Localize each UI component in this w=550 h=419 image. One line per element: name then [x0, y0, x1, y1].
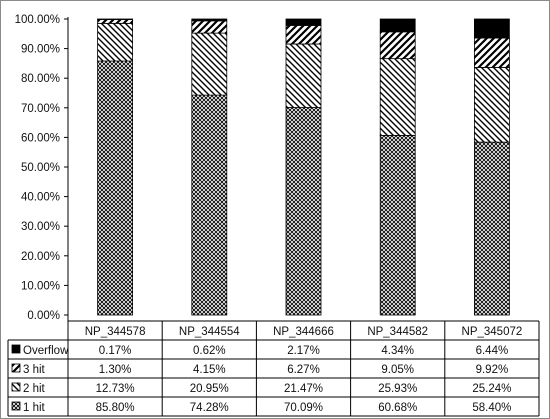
- bar-segment: [285, 18, 322, 26]
- data-label: 2.17%: [287, 345, 320, 357]
- legend-label: 2 hit: [23, 383, 46, 395]
- bar-segment: [191, 18, 228, 22]
- y-tick-label: 40.00%: [21, 192, 60, 204]
- y-tick-label: 10.00%: [21, 280, 60, 292]
- y-tick-label: 50.00%: [21, 162, 60, 174]
- legend-key: [11, 382, 21, 392]
- bar-segment: [191, 20, 228, 34]
- bar-segment: [285, 43, 322, 108]
- bar-segment: [379, 18, 416, 33]
- data-label: 6.44%: [476, 345, 509, 357]
- data-label: 0.62%: [193, 345, 226, 357]
- data-label: 4.34%: [381, 345, 414, 357]
- x-category-label: NP_344582: [367, 326, 428, 338]
- bar-segment: [379, 31, 416, 60]
- data-label: 4.15%: [193, 364, 226, 376]
- data-label: 58.40%: [472, 402, 511, 414]
- legend-key: [11, 344, 21, 354]
- bar-segment: [473, 67, 510, 143]
- bar-segment: [473, 37, 510, 68]
- bar-segment: [285, 107, 322, 316]
- legend-label: 1 hit: [23, 402, 46, 414]
- legend-label: Overflow: [23, 345, 69, 357]
- y-tick-label: 30.00%: [21, 221, 60, 233]
- bar-segment: [379, 134, 416, 316]
- data-label: 20.95%: [190, 383, 229, 395]
- data-label: 25.24%: [472, 383, 511, 395]
- bar-segment: [97, 18, 133, 20]
- y-tick-label: 90.00%: [21, 44, 60, 56]
- data-label: 9.05%: [381, 364, 414, 376]
- data-label: 25.93%: [378, 383, 417, 395]
- y-tick-label: 100.00%: [15, 14, 60, 26]
- x-category-label: NP_345072: [462, 326, 523, 338]
- legend-key: [11, 363, 21, 373]
- y-tick-label: 70.00%: [21, 103, 60, 115]
- y-tick-label: 20.00%: [21, 251, 60, 263]
- bar-segment: [379, 58, 416, 136]
- data-label: 12.73%: [96, 383, 135, 395]
- data-label: 70.09%: [284, 402, 323, 414]
- data-label: 6.27%: [287, 364, 320, 376]
- bar-segment: [191, 32, 228, 96]
- data-label: 21.47%: [284, 383, 323, 395]
- data-label: 1.30%: [99, 364, 132, 376]
- y-tick-label: 0.00%: [27, 310, 60, 322]
- legend-key: [11, 401, 21, 411]
- bar-segment: [97, 22, 133, 62]
- x-category-label: NP_344578: [85, 326, 146, 338]
- bar-segment: [191, 94, 228, 316]
- x-category-label: NP_344666: [273, 326, 334, 338]
- data-label: 85.80%: [96, 402, 135, 414]
- bar-segment: [97, 19, 133, 24]
- data-label: 60.68%: [378, 402, 417, 414]
- x-category-label: NP_344554: [179, 326, 240, 338]
- bar-segment: [473, 141, 510, 316]
- bar-segment: [97, 60, 133, 316]
- legend-label: 3 hit: [23, 364, 46, 376]
- bar-segment: [285, 25, 322, 45]
- y-tick-label: 60.00%: [21, 132, 60, 144]
- bar-segment: [473, 18, 510, 39]
- data-label: 74.28%: [190, 402, 229, 414]
- y-tick-label: 80.00%: [21, 73, 60, 85]
- data-label: 0.17%: [99, 345, 132, 357]
- data-label: 9.92%: [476, 364, 509, 376]
